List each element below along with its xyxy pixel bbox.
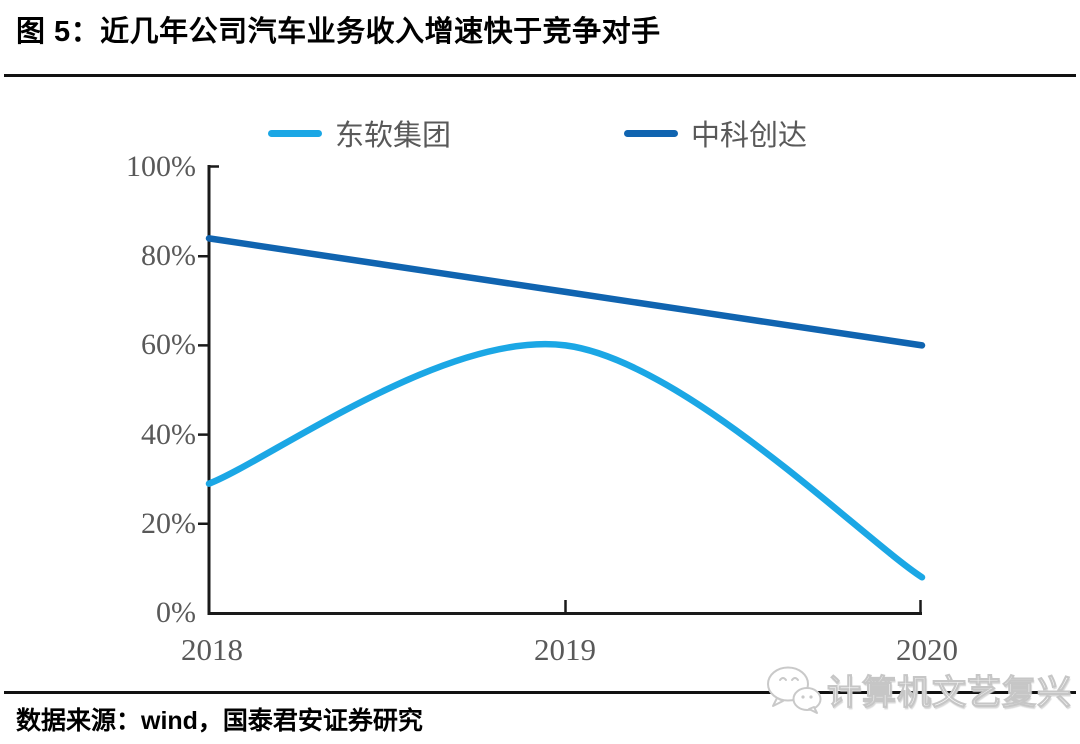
source-note: 数据来源：wind，国泰君安证券研究 — [16, 707, 423, 735]
xtick-2019: 2019 — [534, 632, 596, 667]
title-rule — [4, 74, 1076, 77]
legend-swatch-dongruan — [268, 129, 322, 137]
ytick-40: 40% — [141, 418, 196, 451]
ytick-100: 100% — [126, 150, 196, 183]
legend-item-zhongkechuangda: 中科创达 — [624, 116, 807, 152]
line-dongruan — [205, 340, 926, 581]
watermark-label: 计算机文艺复兴 — [827, 673, 1072, 712]
ytick-20: 20% — [141, 507, 196, 540]
chart-title: 图 5：近几年公司汽车业务收入增速快于竞争对手 — [16, 16, 661, 48]
legend-label-dongruan: 东软集团 — [335, 120, 452, 152]
xtick-2020: 2020 — [896, 632, 958, 667]
legend-swatch-zhongkechuangda — [624, 129, 678, 137]
wechat-icon — [767, 666, 822, 714]
ytick-0: 0% — [156, 596, 196, 629]
ytick-80: 80% — [141, 239, 196, 272]
line-zhongkechuangda — [205, 235, 926, 349]
y-axis-ticks — [198, 165, 219, 526]
watermark: 计算机文艺复兴 — [765, 663, 1072, 715]
legend-label-zhongkechuangda: 中科创达 — [691, 120, 808, 152]
x-axis-ticks — [564, 600, 922, 612]
ytick-60: 60% — [141, 328, 196, 361]
legend-item-dongruan: 东软集团 — [268, 116, 451, 152]
bottom-rule — [4, 691, 1076, 694]
xtick-2018: 2018 — [181, 632, 243, 667]
